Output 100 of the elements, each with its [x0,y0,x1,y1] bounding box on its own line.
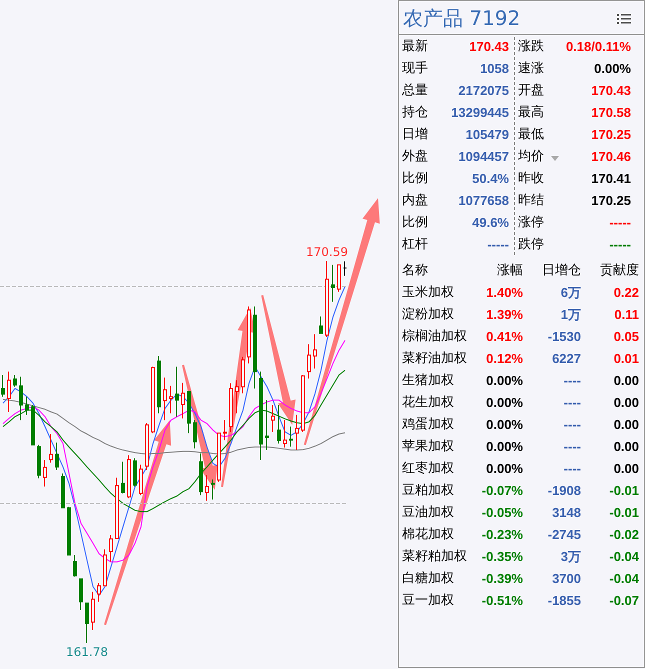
text: 2172075 [458,82,509,100]
text: -0.01 [609,482,639,500]
text: 内盘 [402,192,428,210]
text: 0.00% [486,372,523,390]
text: 总量 [402,82,428,100]
text: ----- [487,236,509,254]
text: 最低 [518,126,544,144]
text: 0.00% [594,60,631,78]
text: 1.39% [486,306,523,324]
annotation: 161.78 [66,645,108,659]
text: 杠杆 [402,236,428,254]
text: ---- [564,416,581,434]
text: 昨结 [518,192,544,210]
text: -0.01 [609,504,639,522]
annotation: 170.59 [306,245,348,259]
text: -1530 [548,328,581,346]
text: 最高 [518,104,544,122]
text: 0.05 [614,328,639,346]
text: 涨停 [518,214,544,232]
text: -1855 [548,592,581,610]
text: -0.05% [482,504,523,522]
text: 比例 [402,214,428,232]
text: 豆粕加权 [402,482,454,500]
text: 0.00 [614,394,639,412]
text: 涨跌 [518,38,544,56]
text: 均价 [518,148,544,166]
text: 0.00% [486,416,523,434]
text: -0.02 [609,526,639,544]
text: 3万 [560,548,581,566]
text: 1058 [480,60,509,78]
text: -1908 [548,482,581,500]
text: 170.41 [591,170,631,188]
text: 170.43 [469,38,509,56]
text: 日增 [402,126,428,144]
text: 50.4% [472,170,509,188]
text: 苹果加权 [402,438,454,456]
text: -0.39% [482,570,523,588]
text: 0.22 [614,284,639,302]
text: ----- [609,214,631,232]
text: 比例 [402,170,428,188]
text: 0.00 [614,372,639,390]
text: 名称 [402,262,428,280]
text: 棕榈油加权 [402,328,467,346]
text: 菜籽油加权 [402,350,467,368]
text: 170.46 [591,148,631,166]
text: 1万 [560,306,581,324]
text: 170.58 [591,104,631,122]
text: -0.04 [609,548,639,566]
text: 鸡蛋加权 [402,416,454,434]
text: 1094457 [458,148,509,166]
text: 白糖加权 [402,570,454,588]
text: 花生加权 [402,394,454,412]
text: -0.23% [482,526,523,544]
text: 现手 [402,60,428,78]
text: 涨幅 [497,262,523,280]
text: 棉花加权 [402,526,454,544]
text: 跌停 [518,236,544,254]
text: ---- [564,372,581,390]
text: -0.35% [482,548,523,566]
text: 农产品 7192 [403,5,520,32]
text: ---- [564,460,581,478]
text: 6万 [560,284,581,302]
text: 持仓 [402,104,428,122]
text: -0.51% [482,592,523,610]
text: 1077658 [458,192,509,210]
text: ---- [564,438,581,456]
text: 6227 [552,350,581,368]
text: -0.07 [609,592,639,610]
text: 外盘 [402,148,428,166]
text: 3700 [552,570,581,588]
text: 0.00% [486,438,523,456]
text: 0.11 [614,306,639,324]
text: 红枣加权 [402,460,454,478]
text: 0.41% [486,328,523,346]
text: 最新 [402,38,428,56]
text: 开盘 [518,82,544,100]
text: 贡献度 [600,262,639,280]
text: 0.18/0.11% [566,38,631,56]
text: 豆油加权 [402,504,454,522]
text: 日增仓 [542,262,581,280]
text: 0.00% [486,460,523,478]
text: 菜籽粕加权 [402,548,467,566]
text: 玉米加权 [402,284,454,302]
text: 0.00 [614,416,639,434]
text: -0.07% [482,482,523,500]
text: 1.40% [486,284,523,302]
text: -2745 [548,526,581,544]
text: 速涨 [518,60,544,78]
text: 170.25 [591,192,631,210]
text: 0.00 [614,460,639,478]
text: 0.00 [614,438,639,456]
text: 生猪加权 [402,372,454,390]
text: 0.12% [486,350,523,368]
text: ---- [564,394,581,412]
text: 3148 [552,504,581,522]
text: 170.43 [591,82,631,100]
text: ----- [609,236,631,254]
text: 49.6% [472,214,509,232]
text: 豆一加权 [402,592,454,610]
text: -0.04 [609,570,639,588]
